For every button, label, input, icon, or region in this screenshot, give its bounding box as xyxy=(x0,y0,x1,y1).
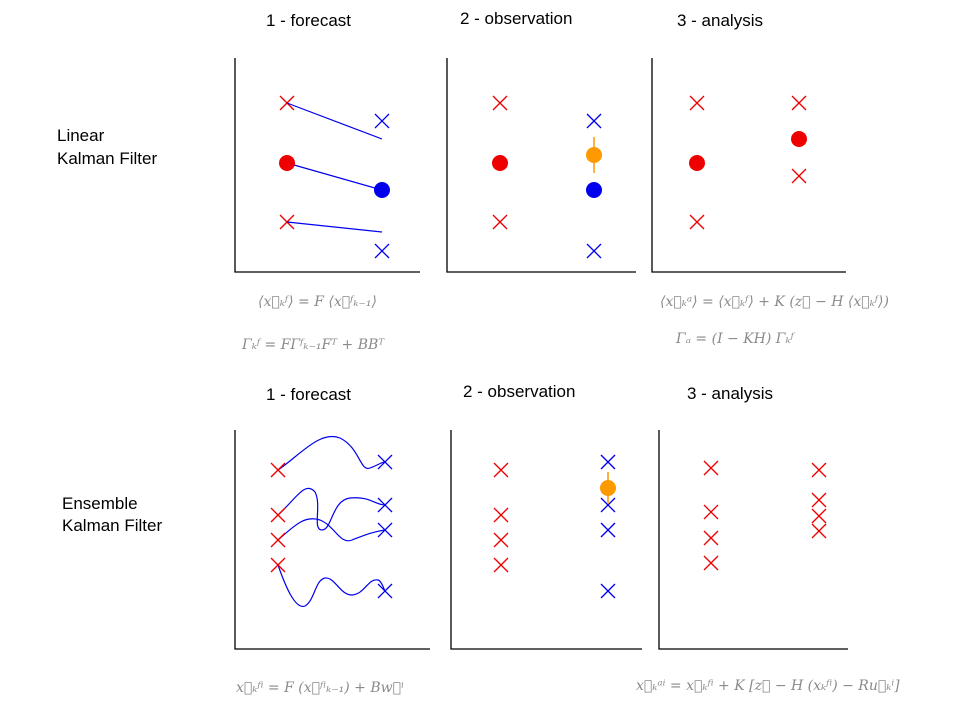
linear-title-analysis: 3 - analysis xyxy=(677,11,763,30)
ensemble-trajectory-curve xyxy=(277,435,386,471)
red-cross-marker xyxy=(493,557,509,573)
ensemble-title-observation: 2 - observation xyxy=(463,382,575,401)
linear-forecast-panel xyxy=(234,58,420,273)
ensemble-observation-panel xyxy=(450,430,642,650)
red-mean-dot xyxy=(492,155,508,171)
red-cross-marker xyxy=(811,492,827,508)
red-cross-marker xyxy=(270,557,286,573)
blue-cross-marker xyxy=(377,497,393,513)
blue-mean-dot xyxy=(586,182,602,198)
linear-forecast-cov-equation: Γₖᶠ = FΓᶠₖ₋₁Fᵀ + BBᵀ xyxy=(241,337,385,353)
ensemble-title-analysis: 3 - analysis xyxy=(687,384,773,403)
red-cross-marker xyxy=(811,462,827,478)
ensemble-analysis-axes xyxy=(658,430,848,650)
blue-cross-marker xyxy=(377,454,393,470)
red-mean-dot xyxy=(279,155,295,171)
ensemble-forecast-axes xyxy=(234,430,430,650)
linear-observation-axes xyxy=(446,58,636,273)
red-cross-marker xyxy=(270,532,286,548)
red-cross-marker xyxy=(703,460,719,476)
red-cross-marker xyxy=(791,95,807,111)
linear-analysis-panel xyxy=(651,58,846,273)
blue-cross-marker xyxy=(600,583,616,599)
blue-cross-marker xyxy=(377,522,393,538)
linear-label-line1: Linear xyxy=(57,126,105,145)
red-cross-marker xyxy=(703,555,719,571)
blue-cross-marker xyxy=(374,243,390,259)
red-cross-marker xyxy=(689,95,705,111)
linear-title-forecast: 1 - forecast xyxy=(266,11,351,30)
red-cross-marker xyxy=(493,507,509,523)
blue-cross-marker xyxy=(586,113,602,129)
ensemble-analysis-panel xyxy=(658,430,848,650)
red-cross-marker xyxy=(493,532,509,548)
linear-forecast-axes xyxy=(234,58,420,273)
red-mean-dot xyxy=(689,155,705,171)
ensemble-forecast-panel xyxy=(234,430,430,650)
red-cross-marker xyxy=(270,507,286,523)
red-cross-marker xyxy=(811,508,827,524)
blue-cross-marker xyxy=(374,113,390,129)
ensemble-trajectory-curve xyxy=(277,487,386,531)
observation-dot xyxy=(600,480,616,496)
blue-cross-marker xyxy=(600,497,616,513)
red-cross-marker xyxy=(492,95,508,111)
linear-analysis-cov-equation: Γₐ = (I − KH) Γₖᶠ xyxy=(675,331,796,347)
red-cross-marker xyxy=(689,214,705,230)
red-analysis-dot xyxy=(791,131,807,147)
blue-cross-marker xyxy=(600,522,616,538)
forecast-trajectory-line xyxy=(286,102,383,140)
ensemble-trajectory-curve xyxy=(277,564,386,607)
ensemble-title-forecast: 1 - forecast xyxy=(266,385,351,404)
ensemble-observation-axes xyxy=(450,430,642,650)
blue-mean-dot xyxy=(374,182,390,198)
red-cross-marker xyxy=(791,168,807,184)
red-cross-marker xyxy=(703,530,719,546)
linear-title-observation: 2 - observation xyxy=(460,9,572,28)
red-cross-marker xyxy=(811,523,827,539)
ensemble-label-line2: Kalman Filter xyxy=(62,516,162,535)
linear-label-line2: Kalman Filter xyxy=(57,149,157,168)
blue-cross-marker xyxy=(377,583,393,599)
linear-analysis-mean-equation: ⟨x⃗ₖᵃ⟩ = ⟨x⃗ₖᶠ⟩ + K (z⃗ − H ⟨x⃗ₖᶠ⟩) xyxy=(660,294,889,310)
red-cross-marker xyxy=(493,462,509,478)
ensemble-label-line1: Ensemble xyxy=(62,494,138,513)
blue-cross-marker xyxy=(600,454,616,470)
red-cross-marker xyxy=(703,504,719,520)
ensemble-forecast-equation: x⃗ₖᶠⁱ = F (x⃗ᶠⁱₖ₋₁) + Bw⃗ⁱ xyxy=(236,680,404,696)
linear-analysis-axes xyxy=(651,58,846,273)
linear-forecast-mean-equation: ⟨x⃗ₖᶠ⟩ = F ⟨x⃗ᶠₖ₋₁⟩ xyxy=(258,294,377,310)
ensemble-trajectory-curve xyxy=(277,518,386,542)
red-cross-marker xyxy=(270,462,286,478)
red-cross-marker xyxy=(492,214,508,230)
observation-dot xyxy=(586,147,602,163)
linear-observation-panel xyxy=(446,58,636,273)
forecast-trajectory-line xyxy=(286,221,383,233)
ensemble-analysis-equation: x⃗ₖᵃⁱ = x⃗ₖᶠⁱ + K [z⃗ − H (xₖᶠⁱ) − Ru⃗ₖⁱ… xyxy=(636,678,900,694)
forecast-trajectory-line xyxy=(286,162,383,191)
blue-cross-marker xyxy=(586,243,602,259)
